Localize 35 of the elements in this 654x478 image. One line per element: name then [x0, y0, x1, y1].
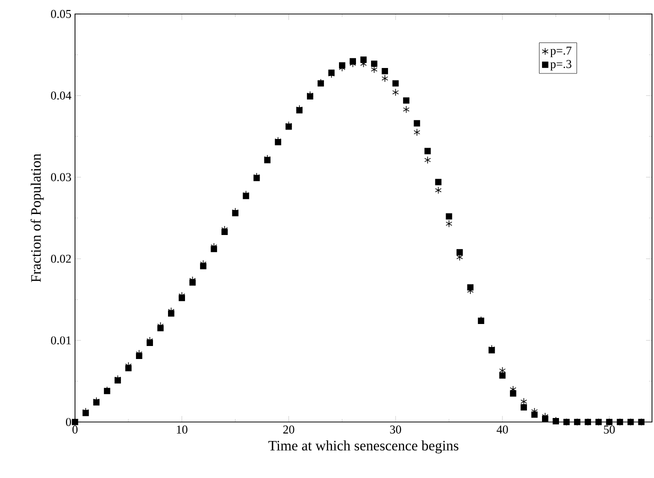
- point: [382, 74, 388, 82]
- y-tick-label: 0.01: [51, 336, 71, 344]
- x-tick-label: 10: [176, 426, 188, 434]
- x-tick-label: 40: [496, 426, 508, 434]
- point: [424, 156, 431, 164]
- x-tick-label: 0: [72, 426, 78, 434]
- point: [370, 66, 378, 74]
- point: [414, 128, 420, 136]
- point: [403, 97, 410, 104]
- y-tick-label: 0.02: [51, 254, 71, 263]
- point: [520, 404, 527, 410]
- point: [392, 80, 399, 86]
- x-axis-title: Time at which senescence begins: [268, 440, 458, 454]
- x-tick-label: 30: [390, 426, 402, 434]
- legend-label: p=.3: [550, 60, 572, 71]
- point: [414, 120, 420, 126]
- point: [402, 106, 410, 114]
- point: [392, 88, 399, 96]
- y-tick-label: 0.03: [51, 173, 72, 182]
- y-axis-title: Fraction of Population: [30, 154, 44, 282]
- point: [446, 220, 452, 228]
- point: [435, 186, 442, 194]
- point: [424, 148, 431, 154]
- point: [371, 60, 378, 67]
- point: [446, 213, 452, 220]
- x-tick-label: 20: [283, 426, 294, 434]
- y-tick-label: 0.05: [51, 10, 72, 18]
- y-tick-label: 0: [66, 418, 72, 426]
- x-tick-label: 50: [604, 426, 615, 434]
- point: [520, 398, 528, 406]
- point: [456, 249, 463, 256]
- point: [382, 68, 388, 74]
- point: [435, 178, 442, 186]
- legend-label: p=.7: [550, 46, 572, 58]
- y-tick-label: 0.04: [51, 92, 72, 100]
